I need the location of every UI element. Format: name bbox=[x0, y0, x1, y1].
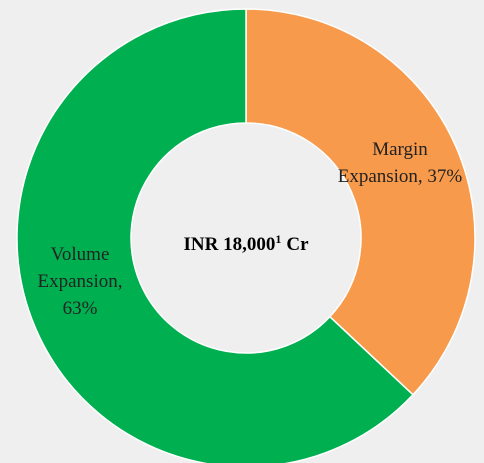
center-text: INR 18,000 bbox=[184, 234, 276, 255]
center-label: INR 18,0001 Cr bbox=[184, 232, 310, 255]
donut-slice bbox=[245, 8, 476, 396]
center-superscript: 1 bbox=[275, 232, 281, 246]
data-label-line: 63% bbox=[63, 298, 98, 319]
data-label-line: Expansion, bbox=[38, 271, 123, 292]
data-label: Margin Expansion, 37% bbox=[338, 139, 463, 187]
center-suffix: Cr bbox=[286, 234, 309, 255]
data-label-line: Margin bbox=[372, 139, 428, 160]
data-label-line: Expansion, 37% bbox=[338, 166, 463, 187]
donut-slice bbox=[16, 8, 414, 463]
data-label: Volume Expansion, 63% bbox=[38, 244, 123, 319]
data-label-line: Volume bbox=[51, 244, 110, 265]
